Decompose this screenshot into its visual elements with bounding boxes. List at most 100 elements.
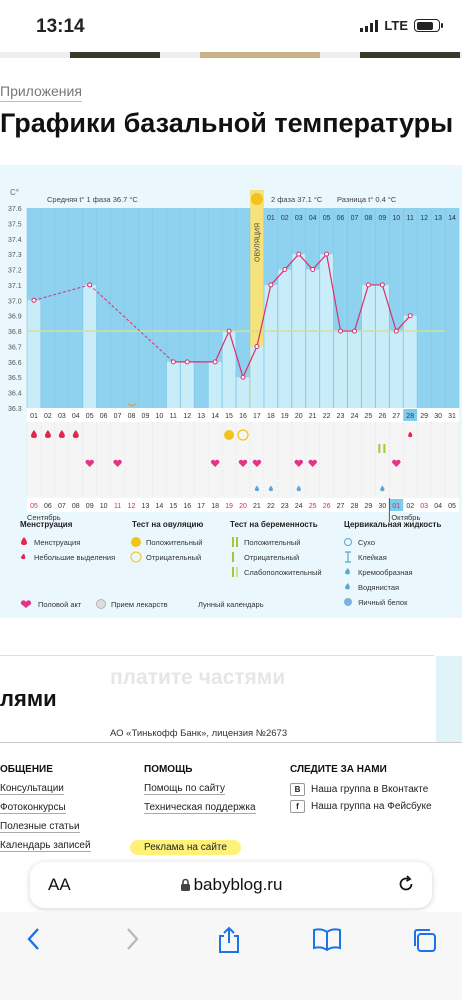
cycle-day-label: 14 [211, 413, 219, 420]
symbol-area [27, 422, 459, 498]
cycle-day-label: 10 [155, 413, 163, 420]
temperature-point [226, 328, 232, 334]
date-label: 18 [211, 503, 219, 510]
reload-icon[interactable] [396, 874, 416, 894]
footer-link-advertising[interactable]: Реклама на сайте [130, 840, 241, 855]
footer-link-fb[interactable]: Наша группа на Фейсбуке [311, 801, 432, 812]
cervical-fluid-icon [296, 485, 301, 492]
phase2-day-label: 14 [448, 215, 456, 222]
temperature-bar [83, 284, 97, 408]
temperature-point [365, 282, 371, 288]
month-label: Октябрь [391, 513, 420, 522]
legend-heading: Цервикальная жидкость [344, 520, 441, 529]
legend-item: Половой акт [38, 600, 82, 609]
ovulation-marker [250, 193, 263, 205]
phase2-day-label: 02 [281, 215, 289, 222]
back-icon[interactable] [24, 926, 44, 952]
date-label: 06 [44, 503, 52, 510]
legend-pregnancy-test-icon [232, 537, 234, 547]
footer-link-support[interactable]: Техническая поддержка [144, 802, 256, 814]
day-row [27, 408, 459, 422]
bbt-chart-panel: C° 37.6 37.5 37.4 37.3 37.2 37.1 37.0 36.9 36.8 3… [0, 165, 462, 618]
cycle-day-label: 20 [295, 413, 303, 420]
cycle-day-label: 04 [72, 413, 80, 420]
temperature-point [268, 282, 274, 288]
phase2-day-label: 06 [337, 215, 345, 222]
date-label: 22 [267, 503, 275, 510]
legend-item: Отрицательный [146, 553, 201, 562]
temperature-point [282, 267, 288, 273]
cycle-day-label: 25 [365, 413, 373, 420]
footer-link-articles[interactable]: Полезные статьи [0, 821, 80, 833]
date-label: 07 [58, 503, 66, 510]
legend-item: Положительный [244, 538, 300, 547]
y-tick-label: 37.4 [8, 237, 22, 244]
date-label: 12 [128, 503, 136, 510]
temperature-bar [306, 269, 320, 408]
cycle-day-label: 28 [406, 413, 414, 420]
legend-item: Клейкая [358, 553, 387, 562]
phase2-day-label: 03 [295, 215, 303, 222]
ad-banner[interactable]: платите частями лями АО «Тинькофф Банк»,… [0, 655, 434, 743]
date-label: 27 [337, 503, 345, 510]
temperature-bar [361, 284, 375, 408]
temperature-point [170, 359, 176, 365]
legend-ovulation-negative-icon [130, 551, 142, 563]
date-label: 28 [351, 503, 359, 510]
battery-icon [414, 19, 443, 32]
legend-item: Менструация [34, 538, 80, 547]
cycle-day-label: 08 [128, 413, 136, 420]
y-tick-label: 36.9 [8, 314, 22, 321]
cycle-day-label: 09 [142, 413, 150, 420]
address-bar[interactable]: AA babyblog.ru [30, 862, 432, 908]
legend-intercourse-icon [20, 600, 32, 608]
url-text[interactable]: babyblog.ru [193, 875, 283, 894]
temperature-bar [278, 269, 292, 408]
pregnancy-test-icon [378, 444, 381, 453]
divider [0, 742, 462, 743]
legend-pregnancy-test-icon [236, 537, 238, 547]
date-label: 11 [114, 503, 121, 510]
footer-col-help: ПОМОЩЬ Помощь по сайту Техническая подде… [144, 764, 256, 821]
temperature-point [379, 282, 385, 288]
legend-heading: Менструация [20, 520, 73, 529]
temperature-bar [389, 331, 403, 408]
date-label: 01 [392, 503, 400, 510]
intercourse-icon [252, 459, 262, 467]
date-label: 30 [378, 503, 386, 510]
footer-link-consult[interactable]: Консультации [0, 783, 64, 795]
bbt-chart: C° 37.6 37.5 37.4 37.3 37.2 37.1 37.0 36.9 36.8 3… [8, 188, 460, 609]
y-tick-label: 36.7 [8, 344, 22, 351]
cycle-day-label: 31 [448, 413, 456, 420]
status-bar: 13:14 LTE [0, 0, 462, 56]
footer-link-help[interactable]: Помощь по сайту [144, 783, 225, 795]
phase2-day-label: 12 [420, 215, 428, 222]
date-label: 03 [420, 503, 428, 510]
y-tick-label: 37.0 [8, 298, 22, 305]
vk-icon: В [290, 783, 305, 796]
y-tick-label: 36.4 [8, 391, 22, 398]
footer-link-vk[interactable]: Наша группа в Вконтакте [311, 784, 429, 795]
legend-item: Отрицательный [244, 553, 299, 562]
legend-item: Сухо [358, 538, 375, 547]
cycle-day-label: 03 [58, 413, 66, 420]
menstruation-icon [72, 430, 79, 438]
temperature-point [87, 282, 93, 288]
text-size-button[interactable]: AA [48, 875, 71, 894]
browser-toolbar [0, 912, 462, 1000]
tabs-icon[interactable] [410, 926, 438, 954]
temperature-bar [375, 284, 389, 408]
footer-link-photo[interactable]: Фотоконкурсы [0, 802, 66, 814]
ad-image [436, 656, 462, 742]
phase2-day-label: 01 [267, 215, 275, 222]
footer-link-calendar[interactable]: Календарь записей [0, 840, 91, 852]
phase2-day-label: 09 [378, 215, 386, 222]
forward-icon[interactable] [122, 926, 142, 952]
date-label: 16 [183, 503, 191, 510]
breadcrumb[interactable]: Приложения [0, 83, 82, 102]
bookmarks-icon[interactable] [312, 926, 342, 952]
legend-drop-icon [345, 583, 350, 590]
menstruation-icon [30, 430, 37, 438]
date-label: 23 [281, 503, 289, 510]
share-icon[interactable] [216, 926, 242, 954]
